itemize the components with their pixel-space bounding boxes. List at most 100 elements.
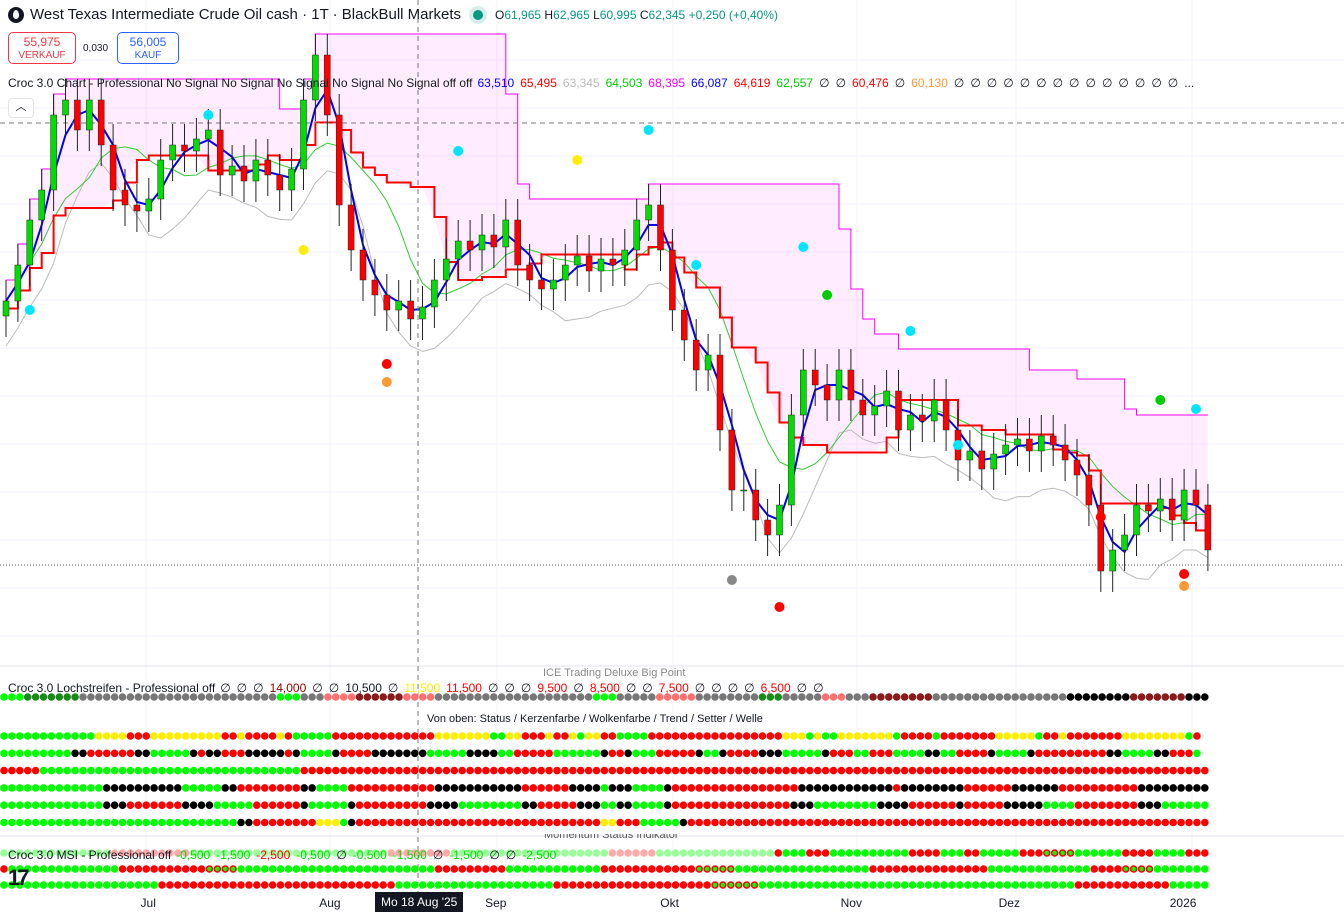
- lochstreifen-dot: [197, 693, 206, 701]
- status-dot: [316, 784, 324, 792]
- collapse-legend-button[interactable]: ︿: [8, 98, 34, 118]
- status-dot: [576, 766, 585, 775]
- msi-dot: [332, 865, 340, 873]
- indicator-value: ∅: [489, 848, 500, 862]
- status-dot: [221, 818, 229, 827]
- symbol-title[interactable]: West Texas Intermediate Crude Oil cash ·…: [30, 6, 461, 23]
- status-dot: [774, 749, 782, 758]
- msi-dot: [1058, 881, 1067, 889]
- lochstreifen-dot: [268, 693, 277, 701]
- msi-dot: [592, 865, 601, 873]
- indicator-legend-chart[interactable]: Croc 3.0 Chart - Professional No Signal …: [8, 76, 1194, 90]
- msi-dot: [553, 881, 561, 889]
- msi-dot: [490, 849, 498, 857]
- status-dot: [300, 818, 309, 827]
- status-dot: [727, 749, 735, 758]
- status-dot: [521, 784, 530, 792]
- msi-dot: [292, 881, 301, 889]
- candle-body: [1038, 435, 1045, 452]
- candle-body: [585, 255, 593, 272]
- status-dot: [529, 818, 538, 827]
- msi-dot: [1043, 865, 1051, 873]
- status-dot: [624, 801, 632, 809]
- status-dot: [1058, 766, 1067, 775]
- status-dot: [750, 766, 759, 775]
- msi-dot: [813, 881, 822, 889]
- indicator-legend-msi[interactable]: Croc 3.0 MSI - Professional off -0,500 -1…: [8, 848, 556, 862]
- msi-dot: [1145, 881, 1154, 889]
- status-dot: [655, 766, 664, 775]
- status-dot: [695, 784, 703, 792]
- indicator-legend-lochstreifen[interactable]: Croc 3.0 Lochstreifen - Professional off…: [8, 681, 824, 695]
- status-dot: [110, 766, 119, 775]
- status-dot: [8, 818, 16, 827]
- msi-dot: [1185, 865, 1193, 873]
- msi-dot: [561, 865, 569, 873]
- status-dot: [1050, 749, 1059, 758]
- lochstreifen-dot: [742, 693, 751, 701]
- lochstreifen-dot: [956, 693, 964, 701]
- status-dot: [1011, 766, 1019, 775]
- indicator-value: 63,345: [562, 76, 600, 90]
- msi-dot: [916, 849, 925, 857]
- msi-dot: [181, 849, 190, 857]
- msi-dot: [395, 849, 403, 857]
- status-dot: [932, 818, 940, 827]
- msi-dot: [1019, 881, 1027, 889]
- status-dot: [1185, 732, 1193, 740]
- status-dot: [1043, 818, 1051, 827]
- status-dot: [87, 732, 95, 740]
- status-dot: [798, 801, 806, 809]
- status-dot: [497, 766, 506, 775]
- status-dot: [426, 818, 435, 827]
- msi-dot: [268, 849, 277, 857]
- candle-body: [419, 306, 426, 320]
- msi-dot: [695, 881, 703, 889]
- status-dot: [1011, 818, 1019, 827]
- status-dot: [648, 801, 656, 809]
- candle-body: [288, 168, 295, 191]
- msi-dot: [1050, 865, 1059, 873]
- status-dot: [608, 818, 617, 827]
- candle-body: [562, 264, 569, 281]
- status-dot: [900, 749, 909, 758]
- candle-body: [728, 429, 736, 491]
- status-dot: [987, 732, 996, 740]
- msi-dot: [134, 881, 143, 889]
- lochstreifen-dot: [711, 693, 719, 701]
- sell-button[interactable]: 55,975 VERKAUF: [8, 32, 76, 64]
- status-dot: [632, 732, 640, 740]
- status-dot: [142, 732, 150, 740]
- lochstreifen-dot: [55, 693, 64, 701]
- status-dot: [355, 749, 364, 758]
- status-dot: [134, 766, 143, 775]
- msi-dot: [964, 865, 972, 873]
- status-dot: [181, 732, 190, 740]
- status-dot: [837, 749, 846, 758]
- msi-dot: [63, 849, 71, 857]
- lochstreifen-dot: [482, 693, 490, 701]
- status-dot: [339, 732, 348, 740]
- status-dot: [47, 766, 56, 775]
- msi-dot: [1027, 865, 1035, 873]
- status-dot: [1074, 749, 1083, 758]
- status-dot: [885, 766, 893, 775]
- msi-dot: [1161, 881, 1170, 889]
- msi-dot: [1145, 865, 1154, 873]
- msi-dot: [948, 881, 956, 889]
- msi-dot: [537, 865, 545, 873]
- status-dot: [569, 818, 577, 827]
- status-dot: [766, 818, 775, 827]
- status-dot: [363, 732, 372, 740]
- status-dot: [711, 801, 719, 809]
- status-dot: [197, 801, 206, 809]
- lochstreifen-dot: [1153, 693, 1162, 701]
- status-dot: [411, 784, 419, 792]
- status-dot: [490, 818, 498, 827]
- status-dot: [924, 801, 933, 809]
- buy-button[interactable]: 56,005 KAUF: [117, 32, 179, 64]
- lochstreifen-dot: [1019, 693, 1027, 701]
- msi-dot: [1122, 881, 1130, 889]
- status-dot: [1090, 766, 1098, 775]
